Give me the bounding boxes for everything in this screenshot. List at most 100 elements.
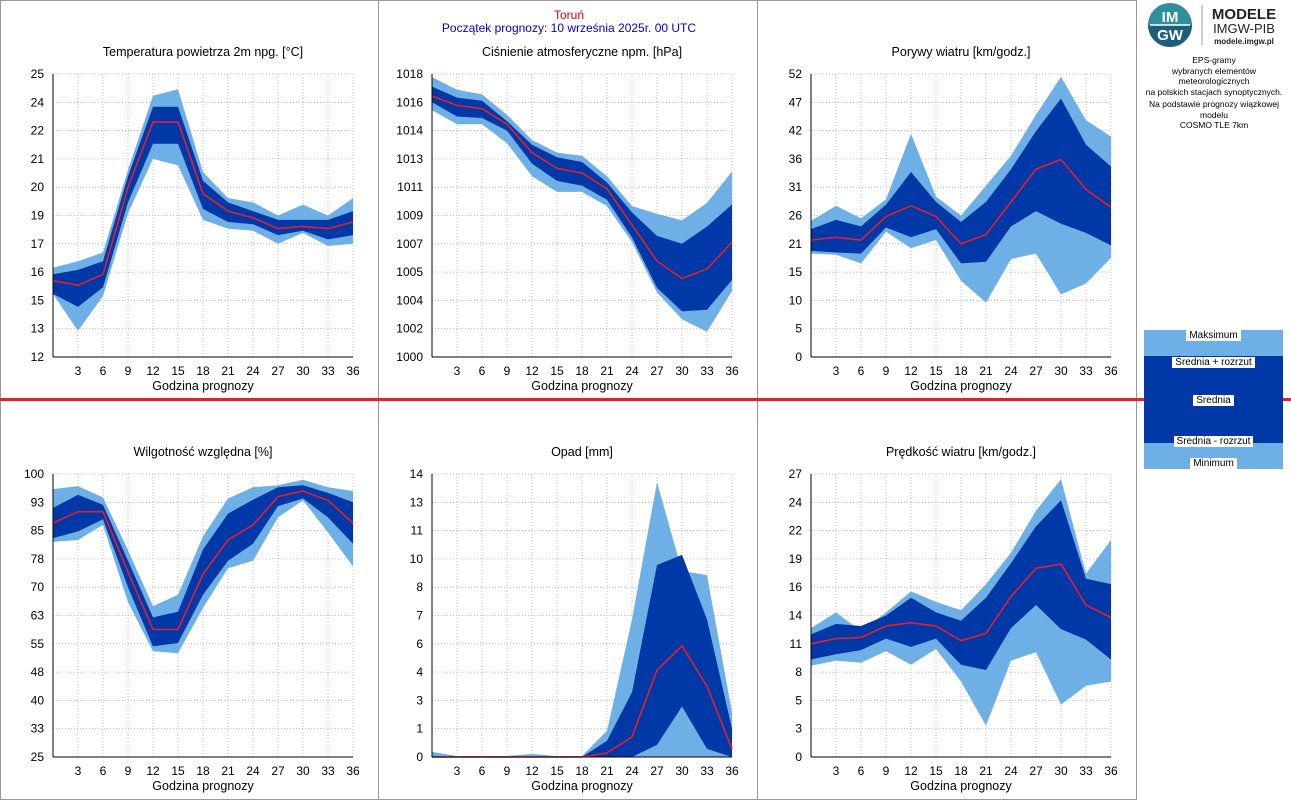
info-line: Na podstawie prognozy wiązkowej modelu bbox=[1149, 99, 1279, 120]
x-tick-label: 9 bbox=[504, 364, 511, 378]
temperature-chart: 3 6 9 12 15 18 21 24 27 30 33 361213151617192021222… bbox=[31, 45, 360, 393]
y-tick-label: 25 bbox=[31, 750, 45, 764]
y-tick-label: 19 bbox=[31, 209, 45, 223]
y-tick-label: 1 bbox=[416, 722, 423, 736]
x-tick-label: 36 bbox=[1104, 364, 1118, 378]
x-tick-label: 21 bbox=[979, 364, 993, 378]
x-tick-label: 33 bbox=[321, 364, 335, 378]
y-tick-label: 6 bbox=[416, 637, 423, 651]
x-tick-label: 12 bbox=[146, 764, 160, 778]
y-tick-label: 1018 bbox=[396, 67, 423, 81]
x-tick-label: 36 bbox=[725, 764, 739, 778]
y-tick-label: 0 bbox=[795, 750, 802, 764]
y-tick-label: 1002 bbox=[396, 322, 423, 336]
y-tick-label: 100 bbox=[24, 467, 44, 481]
legend-mean-label: Średnia bbox=[1193, 395, 1234, 406]
x-axis-label: Godzina prognozy bbox=[910, 379, 1012, 393]
x-tick-label: 12 bbox=[904, 364, 918, 378]
x-tick-label: 6 bbox=[858, 764, 865, 778]
y-tick-label: 17 bbox=[31, 237, 45, 251]
y-tick-label: 33 bbox=[31, 722, 45, 736]
legend: Maksimum Średnia + rozrzut Średnia Średn… bbox=[1144, 330, 1283, 469]
series-spread-band bbox=[432, 554, 732, 757]
y-tick-label: 26 bbox=[789, 209, 803, 223]
x-tick-label: 21 bbox=[221, 764, 235, 778]
x-tick-label: 33 bbox=[321, 764, 335, 778]
x-tick-label: 27 bbox=[650, 764, 664, 778]
series-mean-line bbox=[52, 121, 354, 287]
info-model: Na podstawie prognozy wiązkowej modelu C… bbox=[1137, 99, 1291, 131]
x-tick-label: 27 bbox=[271, 764, 285, 778]
series-spread-band bbox=[53, 106, 353, 307]
chart-title: Opad [mm] bbox=[551, 445, 613, 459]
y-tick-label: 1009 bbox=[396, 209, 423, 223]
y-tick-label: 40 bbox=[31, 693, 45, 707]
y-tick-label: 78 bbox=[31, 552, 45, 566]
station-name: Toruń bbox=[553, 8, 585, 22]
x-tick-label: 15 bbox=[929, 364, 943, 378]
y-tick-label: 63 bbox=[31, 609, 45, 623]
y-tick-label: 48 bbox=[31, 665, 45, 679]
y-tick-label: 93 bbox=[31, 495, 45, 509]
info-line: na polskich stacjach synoptycznych. bbox=[1145, 86, 1283, 97]
x-tick-label: 6 bbox=[100, 764, 107, 778]
y-tick-label: 31 bbox=[789, 180, 803, 194]
y-tick-label: 42 bbox=[789, 124, 803, 138]
chart-title: Wilgotność względna [%] bbox=[134, 445, 273, 459]
y-tick-label: 12 bbox=[31, 350, 45, 364]
x-tick-label: 24 bbox=[625, 364, 639, 378]
x-tick-label: 12 bbox=[146, 364, 160, 378]
x-tick-label: 6 bbox=[479, 764, 486, 778]
y-tick-label: 11 bbox=[790, 637, 803, 651]
forecast-start-label: Początek prognozy: 10 września 2025r. 00… bbox=[441, 21, 697, 35]
x-tick-label: 18 bbox=[575, 764, 589, 778]
wind-gusts-chart: 3 6 9 12 15 18 21 24 27 30 33 360510152126313642475… bbox=[789, 45, 1118, 393]
x-tick-label: 27 bbox=[271, 364, 285, 378]
logo-line2: IMGW-PIB bbox=[1213, 21, 1275, 36]
legend-minus-label: Średnia - rozrzut bbox=[1173, 436, 1254, 447]
y-tick-label: 15 bbox=[31, 293, 45, 307]
y-tick-label: 22 bbox=[31, 124, 45, 138]
x-tick-label: 30 bbox=[296, 364, 310, 378]
precipitation-chart: 3 6 9 12 15 18 21 24 27 30 33 36013467810111314Opad… bbox=[410, 445, 739, 793]
y-tick-label: 19 bbox=[789, 552, 803, 566]
y-tick-label: 1013 bbox=[396, 152, 423, 166]
y-tick-label: 7 bbox=[416, 609, 423, 623]
y-tick-label: 24 bbox=[31, 95, 45, 109]
x-tick-label: 21 bbox=[600, 764, 614, 778]
y-tick-label: 8 bbox=[795, 665, 802, 679]
x-tick-label: 3 bbox=[75, 364, 82, 378]
series-spread-band bbox=[811, 98, 1111, 264]
x-tick-label: 18 bbox=[575, 364, 589, 378]
legend-plus-label: Średnia + rozrzut bbox=[1172, 357, 1255, 368]
x-tick-label: 33 bbox=[700, 764, 714, 778]
y-tick-label: 11 bbox=[411, 524, 424, 538]
y-tick-label: 3 bbox=[416, 693, 423, 707]
y-tick-label: 5 bbox=[795, 322, 802, 336]
x-tick-label: 9 bbox=[125, 764, 132, 778]
x-axis-label: Godzina prognozy bbox=[152, 779, 254, 793]
x-tick-label: 36 bbox=[725, 364, 739, 378]
x-tick-label: 30 bbox=[1054, 364, 1068, 378]
series-max-min-band bbox=[53, 89, 353, 331]
x-tick-label: 15 bbox=[171, 364, 185, 378]
x-tick-label: 6 bbox=[100, 364, 107, 378]
x-tick-label: 21 bbox=[600, 364, 614, 378]
x-tick-label: 21 bbox=[221, 364, 235, 378]
x-axis-label: Godzina prognozy bbox=[152, 379, 254, 393]
y-tick-label: 10 bbox=[410, 552, 424, 566]
y-tick-label: 1000 bbox=[396, 350, 423, 364]
x-tick-label: 30 bbox=[675, 764, 689, 778]
y-tick-label: 14 bbox=[410, 467, 424, 481]
x-tick-label: 30 bbox=[1054, 764, 1068, 778]
series-spread-band bbox=[811, 500, 1111, 670]
y-tick-label: 27 bbox=[789, 467, 803, 481]
y-tick-label: 1004 bbox=[396, 293, 423, 307]
x-tick-label: 3 bbox=[454, 764, 461, 778]
x-tick-label: 6 bbox=[479, 364, 486, 378]
legend-mean-line bbox=[0, 398, 1291, 401]
x-tick-label: 3 bbox=[75, 764, 82, 778]
y-tick-label: 15 bbox=[789, 265, 803, 279]
y-tick-label: 85 bbox=[31, 524, 45, 538]
logo-line1: MODELE bbox=[1212, 6, 1276, 23]
